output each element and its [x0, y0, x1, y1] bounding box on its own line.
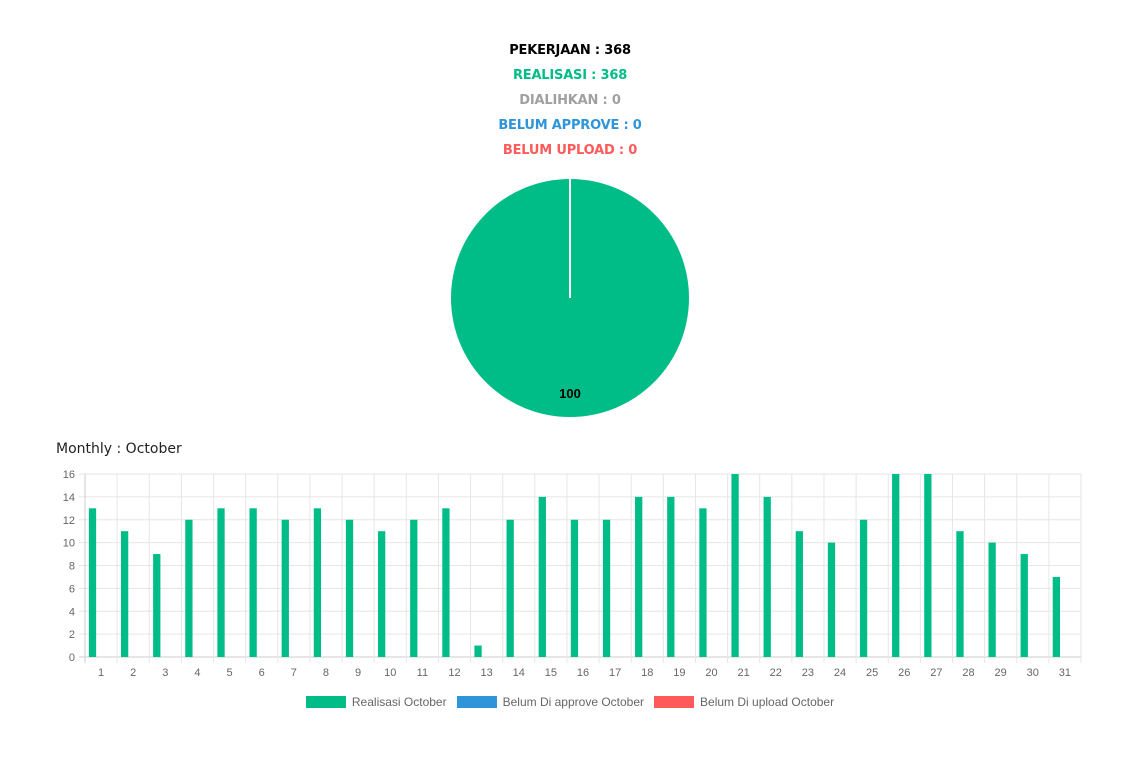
bar-realisasi[interactable]: [88, 508, 97, 657]
bar-realisasi[interactable]: [924, 474, 932, 657]
legend-swatch: [654, 696, 695, 708]
x-tick-label: 16: [577, 667, 589, 679]
legend-label: Belum Di upload October: [700, 695, 835, 709]
bar-realisasi[interactable]: [956, 531, 964, 657]
bar-realisasi[interactable]: [345, 519, 354, 657]
x-tick-label: 14: [513, 667, 525, 679]
bar-realisasi[interactable]: [699, 508, 707, 657]
legend-swatch: [456, 696, 497, 708]
x-tick-label: 4: [194, 667, 200, 679]
bar-realisasi[interactable]: [570, 519, 579, 657]
legend-item[interactable]: Belum Di approve October: [456, 695, 645, 709]
bar-realisasi[interactable]: [602, 519, 611, 657]
bar-realisasi[interactable]: [120, 531, 129, 657]
x-tick-label: 10: [384, 667, 396, 679]
y-tick-label: 14: [63, 492, 75, 504]
pie-slice-label: 100: [559, 386, 581, 401]
bar-realisasi[interactable]: [185, 519, 193, 657]
bar-realisasi[interactable]: [827, 542, 836, 657]
legend-item[interactable]: Realisasi October: [305, 695, 447, 709]
chart-legend: Realisasi October Belum Di approve Octobe…: [0, 695, 1140, 709]
y-tick-label: 16: [63, 469, 75, 481]
realisasi-total: REALISASI : 368: [512, 68, 628, 83]
x-tick-label: 9: [355, 667, 361, 679]
x-tick-label: 27: [930, 667, 942, 679]
y-tick-label: 8: [69, 561, 75, 573]
bar-realisasi[interactable]: [506, 519, 514, 657]
x-tick-label: 28: [962, 667, 974, 679]
y-tick-label: 10: [63, 538, 75, 550]
x-tick-label: 18: [641, 667, 653, 679]
pie-chart: 100: [451, 179, 689, 417]
x-tick-label: 7: [291, 667, 297, 679]
pekerjaan-total: PEKERJAAN : 368: [509, 43, 631, 58]
monthly-title: Monthly : October: [56, 441, 182, 457]
x-tick-label: 11: [417, 667, 428, 679]
bar-realisasi[interactable]: [442, 508, 450, 657]
belum-upload-total: BELUM UPLOAD : 0: [502, 143, 638, 158]
bar-realisasi[interactable]: [153, 554, 161, 657]
x-tick-label: 29: [995, 667, 1007, 679]
bar-realisasi[interactable]: [1020, 554, 1028, 657]
x-tick-label: 19: [673, 667, 685, 679]
bar-realisasi[interactable]: [667, 496, 675, 657]
bar-realisasi[interactable]: [249, 508, 257, 657]
x-tick-label: 20: [705, 667, 717, 679]
bar-realisasi[interactable]: [892, 474, 900, 657]
bar-realisasi[interactable]: [538, 496, 546, 657]
x-tick-label: 21: [738, 667, 750, 679]
bar-realisasi[interactable]: [731, 474, 739, 657]
bar-realisasi[interactable]: [988, 542, 996, 657]
y-tick-label: 6: [69, 583, 75, 595]
legend-item[interactable]: Belum Di upload October: [654, 695, 834, 709]
bar-realisasi[interactable]: [474, 645, 482, 657]
y-tick-label: 4: [69, 606, 75, 618]
x-tick-label: 8: [323, 667, 329, 679]
x-tick-label: 12: [448, 667, 460, 679]
x-tick-label: 13: [480, 667, 492, 679]
y-tick-label: 2: [69, 629, 75, 641]
x-tick-label: 23: [802, 667, 814, 679]
legend-label: Realisasi October: [351, 695, 447, 709]
dialihkan-total: DIALIHKAN : 0: [519, 93, 621, 108]
x-tick-label: 15: [545, 667, 557, 679]
x-tick-label: 2: [130, 667, 136, 679]
x-tick-label: 3: [162, 667, 168, 679]
bar-realisasi[interactable]: [795, 531, 803, 657]
x-tick-label: 5: [227, 667, 233, 679]
bar-realisasi[interactable]: [635, 496, 643, 657]
bar-realisasi[interactable]: [410, 519, 418, 657]
x-tick-label: 25: [866, 667, 878, 679]
bar-realisasi[interactable]: [378, 531, 386, 657]
bar-realisasi[interactable]: [763, 496, 771, 657]
x-tick-label: 31: [1059, 667, 1071, 679]
y-tick-label: 12: [63, 515, 75, 527]
legend-swatch: [305, 696, 346, 708]
x-tick-label: 1: [98, 667, 104, 679]
legend-label: Belum Di approve October: [502, 695, 645, 709]
x-tick-label: 6: [259, 667, 265, 679]
x-tick-label: 26: [898, 667, 910, 679]
belum-approve-total: BELUM APPROVE : 0: [498, 118, 642, 133]
x-tick-label: 17: [609, 667, 621, 679]
x-tick-label: 24: [834, 667, 846, 679]
bar-realisasi[interactable]: [859, 519, 868, 657]
y-tick-label: 0: [69, 652, 75, 664]
bar-realisasi[interactable]: [281, 519, 289, 657]
x-tick-label: 30: [1027, 667, 1039, 679]
bar-realisasi[interactable]: [313, 508, 322, 657]
bar-realisasi[interactable]: [217, 508, 225, 657]
bar-realisasi[interactable]: [1052, 576, 1061, 657]
x-tick-label: 22: [770, 667, 782, 679]
summary-block: PEKERJAAN : 368 REALISASI : 368 DIALIHKA…: [0, 42, 1140, 167]
